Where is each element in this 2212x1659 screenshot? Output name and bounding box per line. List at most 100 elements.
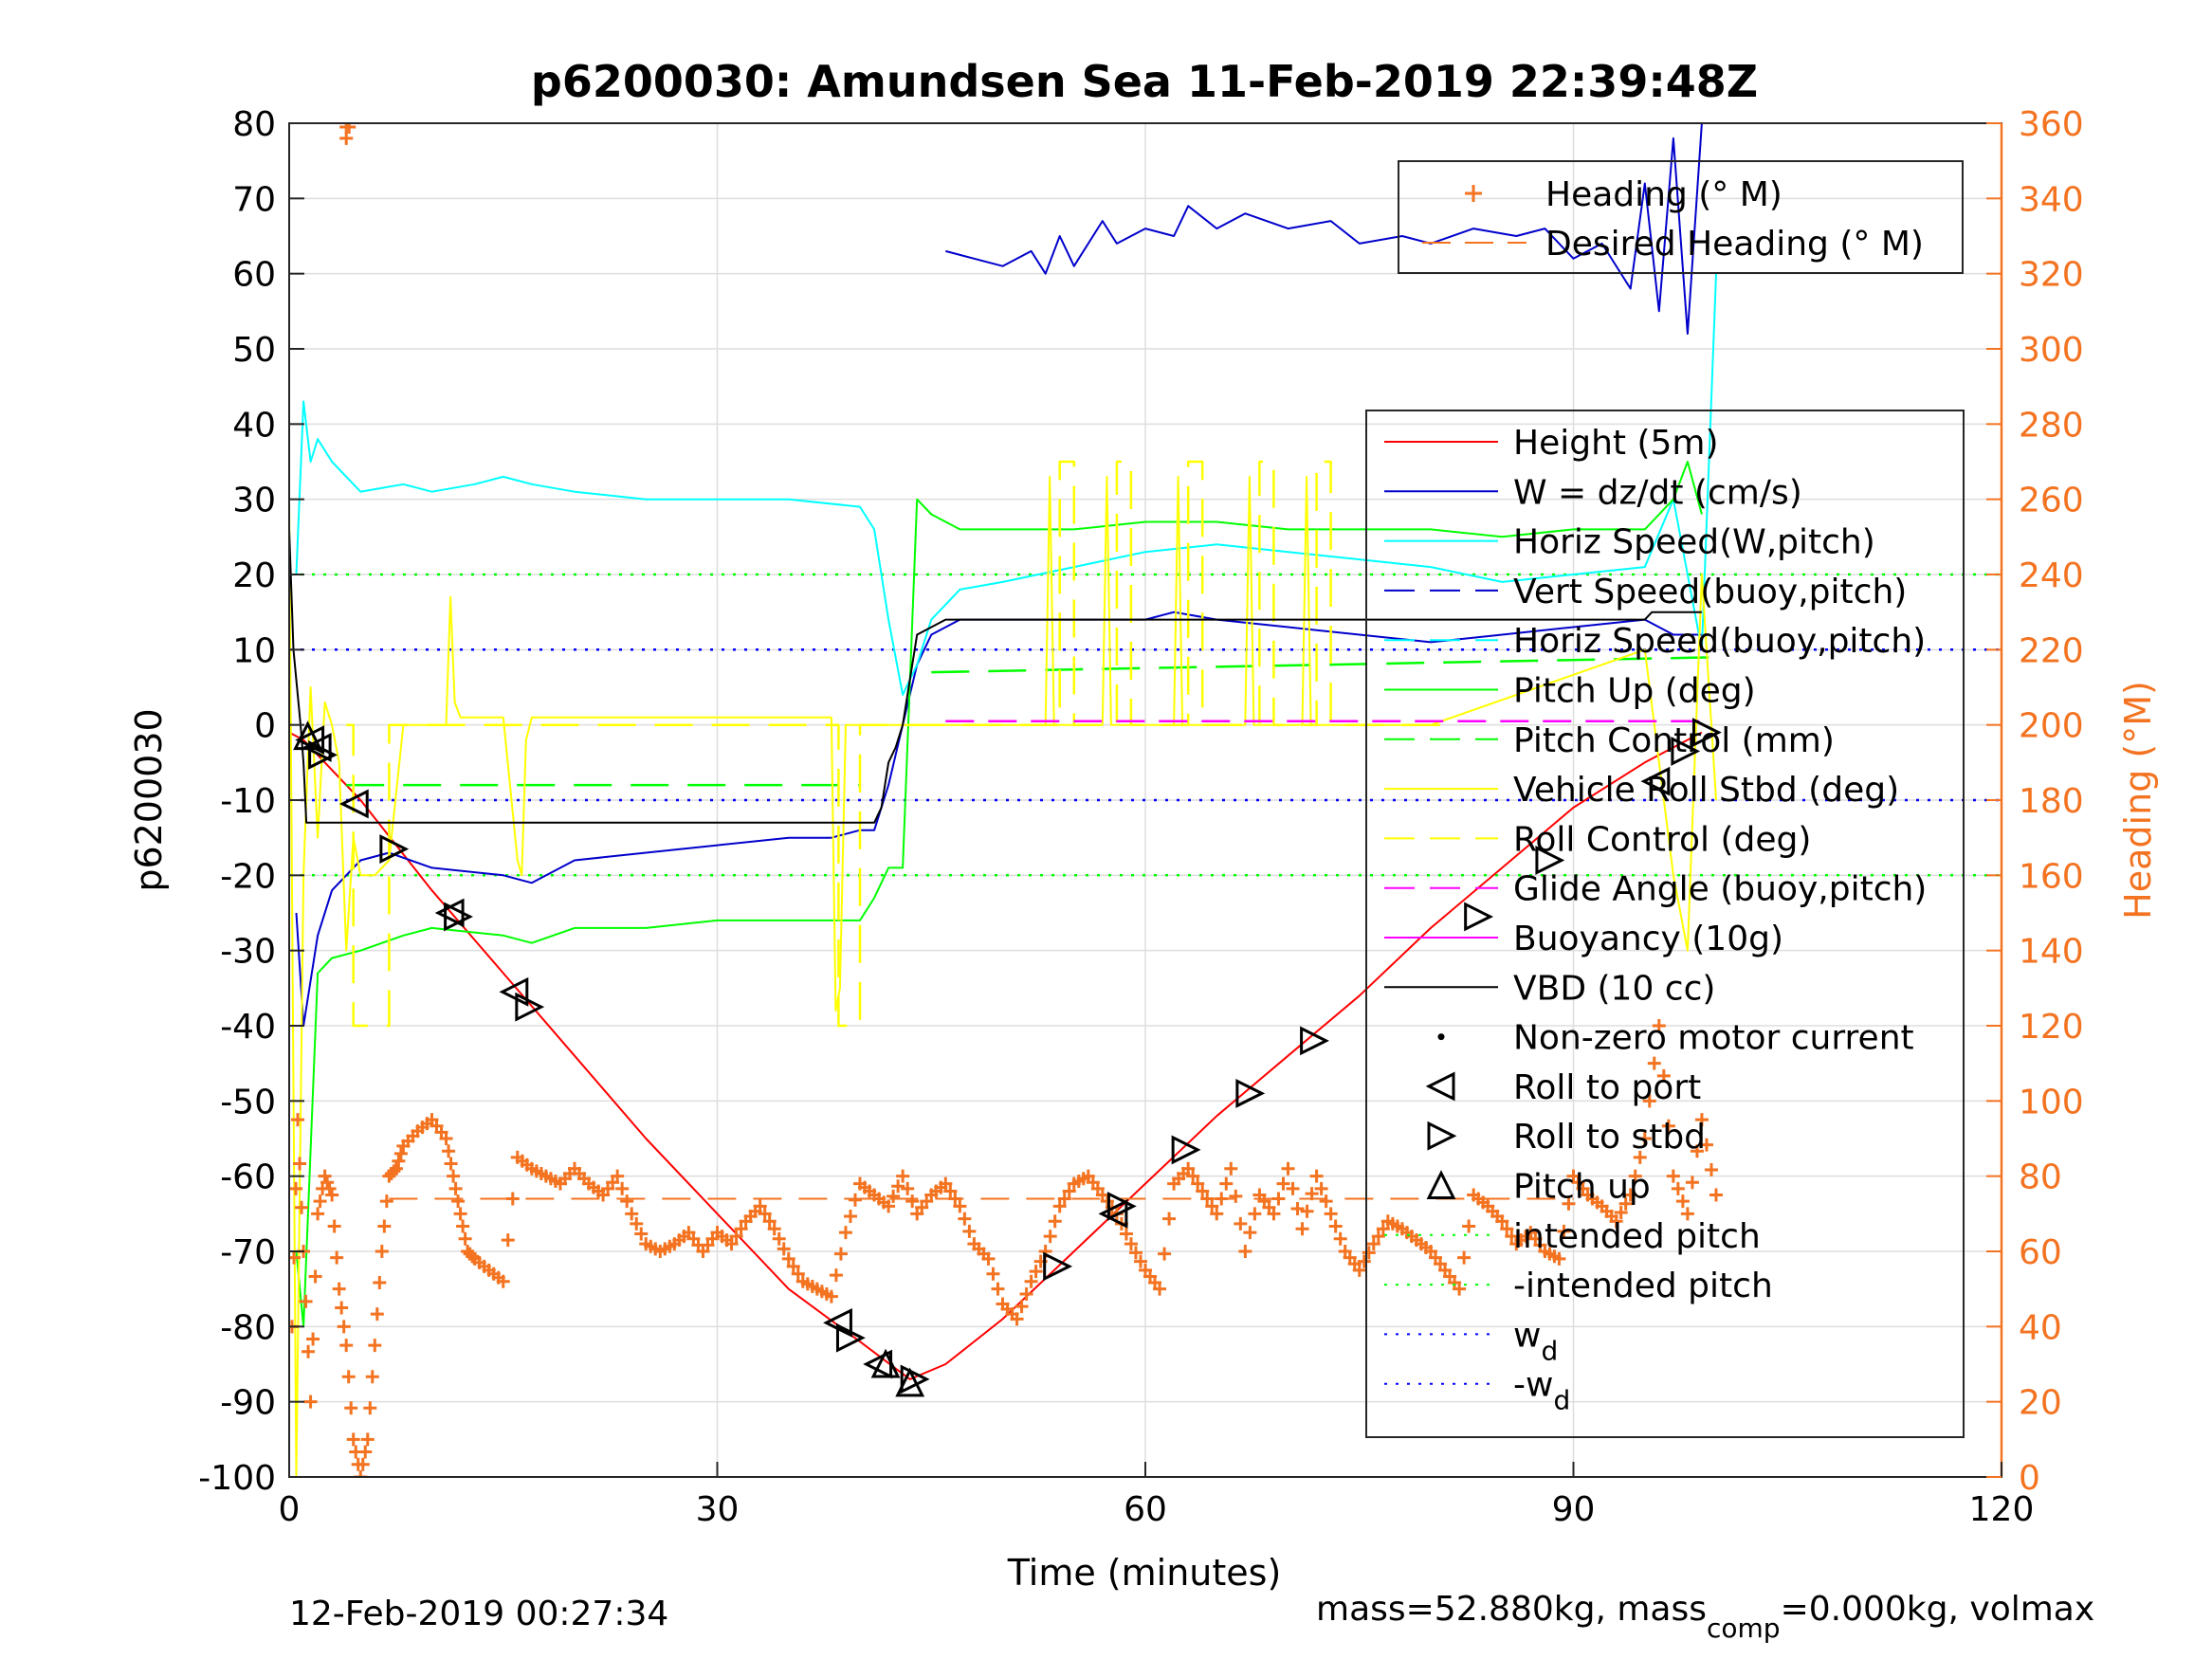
roll-to-stbd-marker [1671,737,1701,766]
y-tick-label: -70 [220,1233,276,1272]
heading-marker [379,1194,393,1209]
heading-marker [322,1181,337,1195]
heading-marker [1124,1237,1138,1251]
heading-marker [318,1169,332,1183]
heading-marker [1656,1068,1671,1083]
heading-marker [634,1227,649,1241]
legend-label-text: Height (5m) [1513,424,1719,463]
heading-marker [1495,1214,1509,1229]
y-tick-label: 30 [232,482,276,520]
roll-to-stbd-marker [1691,718,1722,748]
legend-label-text: Pitch Control (mm) [1513,721,1835,760]
heading-marker [781,1251,795,1266]
series-line-roll-control-deg- [346,460,1460,1028]
heading-marker [1690,1144,1704,1158]
heading-marker [1158,1247,1172,1261]
heading-marker [986,1267,1000,1281]
heading-marker [829,1268,843,1283]
series-line-horiz-speed-w-pitch- [295,273,1717,696]
heading-marker [1328,1219,1343,1233]
heading-marker [370,1307,384,1322]
heading-marker [1186,1169,1200,1183]
heading-marker [939,1176,953,1191]
heading-marker [1357,1254,1371,1268]
heading-marker [1181,1161,1196,1176]
heading-marker [791,1267,805,1281]
heading-marker [375,1245,389,1258]
heading-marker [444,1157,458,1171]
heading-marker [1224,1161,1238,1176]
heading-marker [308,1269,322,1284]
heading-marker [387,1164,401,1178]
y-tick-label: -10 [220,782,276,821]
legend-label: Pitch up [1513,1168,1651,1207]
series-line-height-5m- [289,731,1703,1380]
heading-marker [295,1200,309,1214]
heading-marker [1462,1219,1476,1233]
heading-marker [1505,1230,1519,1244]
legend-label-text: Non-zero motor current [1513,1019,1914,1058]
heading-marker [327,1219,341,1233]
heading-marker [1333,1231,1347,1246]
heading-marker [724,1237,739,1251]
heading-marker [368,1339,382,1353]
legend-main: Height (5m) W = dz/dt (cm/s) Horiz Speed(W… [1365,410,1965,1438]
heading-marker [1647,1056,1661,1070]
y-axis-left: 80 70 60 50 40 30 20 10 0 -10 -20 -30 -40 -50 -60 -70 -8… [198,105,304,1498]
y-right-tick-label: 260 [2019,482,2084,520]
heading-marker [1685,1176,1699,1190]
heading-marker [1457,1250,1472,1265]
heading-marker [332,1282,346,1296]
legend-label-text: w [1513,1316,1541,1355]
heading-marker [848,1193,862,1207]
heading-marker [1642,1094,1656,1108]
legend-label: Buoyancy (10g) [1513,920,1783,958]
heading-marker [1271,1192,1286,1206]
heading-marker [291,1113,305,1127]
heading-marker [358,1445,373,1459]
heading-marker [991,1282,1005,1296]
heading-marker [625,1207,639,1221]
roll-to-stbd-marker [1300,1026,1329,1056]
heading-marker [1352,1263,1366,1277]
heading-marker [1276,1176,1290,1191]
heading-marker [887,1189,901,1203]
legend-label: Roll to stbd [1513,1118,1706,1157]
roll-to-stbd-marker [1235,1078,1266,1108]
y-right-tick-label: 280 [2019,406,2084,445]
heading-marker [313,1194,327,1209]
legend-label-text: Roll to stbd [1513,1118,1706,1157]
heading-marker [339,1339,354,1353]
legend-label: Vert Speed(buoy,pitch) [1513,573,1907,611]
heading-marker [943,1184,958,1198]
y-right-tick-label: 140 [2019,933,2084,972]
heading-marker [320,1176,335,1190]
heading-marker [615,1181,630,1195]
heading-marker [299,1294,313,1308]
y-tick-label: -100 [198,1459,276,1498]
legend-label: -wd [1513,1366,1570,1416]
heading-marker [377,1219,392,1233]
heading-marker [1552,1251,1566,1266]
legend-label-text: Pitch up [1513,1168,1651,1207]
legend-label-text: Vehicle Roll Stbd (deg) [1513,771,1899,810]
y-right-tick-label: 240 [2019,556,2084,595]
legend-label: Pitch Up (deg) [1513,672,1756,711]
heading-marker [1661,1119,1675,1133]
heading-marker [439,1132,453,1145]
heading-marker [734,1222,748,1236]
heading-marker [772,1231,786,1246]
y-tick-label: 20 [232,556,276,595]
heading-marker [758,1207,772,1221]
y-tick-label: 60 [232,256,276,295]
heading-marker [354,1470,368,1477]
heading-marker [1010,1312,1024,1326]
heading-marker [1637,1132,1652,1145]
roll-to-port-marker [1640,766,1671,796]
heading-marker [341,1370,356,1384]
y-right-tick-label: 80 [2019,1158,2062,1197]
legend-label-text: Glide Angle (buoy,pitch) [1513,870,1927,909]
y-tick-label: -90 [220,1384,276,1423]
heading-marker [458,1231,472,1246]
footer-mass: mass=52.880kg, masscomp=0.000kg, volmax [1316,1590,2094,1644]
